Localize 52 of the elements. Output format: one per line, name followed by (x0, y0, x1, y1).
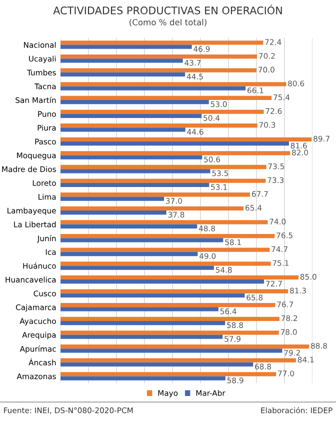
bar (60, 330, 279, 335)
bar (60, 224, 198, 228)
bar (60, 307, 218, 312)
bar (60, 141, 289, 146)
bar (60, 155, 202, 160)
bar (60, 192, 250, 197)
bar (60, 234, 275, 238)
bar (60, 86, 246, 90)
bar (60, 266, 214, 270)
chart-title: ACTIVIDADES PRODUCTIVAS EN OPERACIÓN (53, 4, 282, 14)
bar (60, 114, 202, 118)
bar (60, 58, 183, 63)
bar (60, 316, 280, 321)
bar (60, 40, 264, 45)
bar (60, 248, 270, 252)
bar (60, 289, 288, 294)
bar (60, 303, 276, 308)
bar (60, 293, 245, 298)
bar (60, 96, 272, 100)
bar (60, 169, 210, 174)
bar (60, 82, 286, 86)
bar (60, 100, 209, 104)
bar (60, 220, 268, 224)
bar (60, 362, 254, 367)
bar (60, 44, 192, 49)
bar (60, 68, 256, 72)
bar (60, 372, 276, 376)
chart-subtitle: (Como % del total) (130, 18, 206, 26)
bar (60, 238, 224, 242)
bar (60, 320, 226, 326)
bar (60, 151, 290, 156)
bar (60, 344, 310, 349)
bar (60, 210, 166, 215)
bar (60, 348, 282, 353)
bar (60, 376, 226, 380)
bar (60, 137, 312, 142)
bar (60, 275, 298, 280)
bar (60, 196, 164, 201)
bar (60, 358, 296, 362)
bar (60, 280, 264, 284)
bar (60, 206, 244, 210)
bar (60, 334, 223, 339)
bar (60, 54, 258, 59)
bar (60, 252, 198, 256)
bar (60, 124, 258, 128)
bar (60, 128, 186, 132)
bar (60, 164, 266, 170)
bar (60, 72, 186, 77)
bar (60, 262, 271, 266)
bar (60, 110, 264, 114)
bar (60, 182, 210, 188)
bar (60, 178, 266, 183)
